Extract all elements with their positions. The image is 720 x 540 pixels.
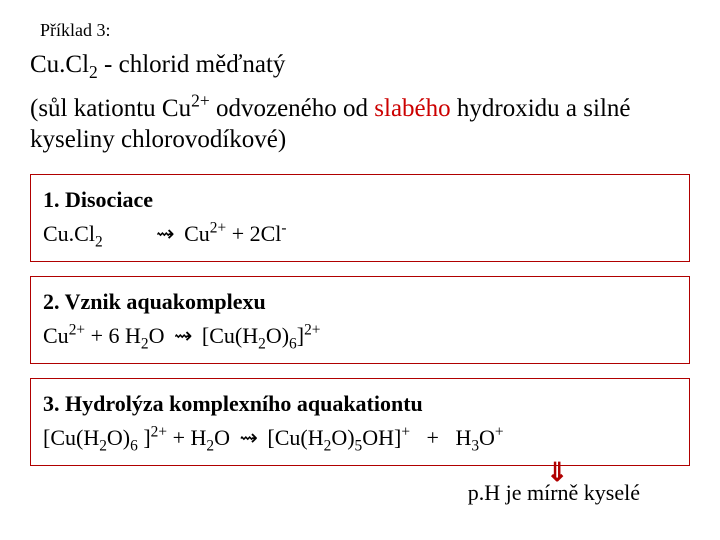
eq3-l-sup: 2+ xyxy=(151,424,167,441)
step3-equation: [Cu(H2O)6 ]2+ + H2O ⇝ [Cu(H2O)5OH]+ + H3… xyxy=(43,421,677,455)
eq3-l-o: O) xyxy=(107,425,130,450)
eq1-rhs-a-sup: 2+ xyxy=(210,219,226,236)
desc-weak: slabého xyxy=(374,95,450,122)
formula-prefix: Cu.Cl xyxy=(30,51,89,78)
step2-box: 2. Vznik aquakomplexu Cu2+ + 6 H2O ⇝ [Cu… xyxy=(30,276,690,364)
eq2-lhs-mid: + 6 H xyxy=(85,323,141,348)
step3-heading: 3. Hydrolýza komplexního aquakationtu xyxy=(43,387,677,421)
step1-box: 1. Disociace Cu.Cl2 ⇝ Cu2+ + 2Cl- xyxy=(30,174,690,262)
eq3-l-hsub: 2 xyxy=(206,437,214,454)
description: (sůl kationtu Cu2+ odvozeného od slabého… xyxy=(30,93,690,156)
eq1-rhs-a: Cu xyxy=(179,221,210,246)
eq1-rhs-b-sup: - xyxy=(281,219,286,236)
desc-pre: (sůl kationtu Cu xyxy=(30,95,191,122)
eq1-arrow: ⇝ xyxy=(152,217,178,251)
compound-name: - chlorid měďnatý xyxy=(98,51,286,78)
eq2-lhs-o: O xyxy=(149,323,170,348)
eq3-l-o2: O xyxy=(214,425,235,450)
desc-mid1: odvozeného od xyxy=(210,95,375,122)
footer-note: ⇓ p.H je mírně kyselé xyxy=(30,480,690,506)
eq3-r-hsub: 3 xyxy=(471,437,479,454)
down-arrow-icon: ⇓ xyxy=(546,460,568,486)
step3-box: 3. Hydrolýza komplexního aquakationtu [C… xyxy=(30,378,690,466)
example-label: Příklad 3: xyxy=(40,20,690,41)
step2-heading: 2. Vznik aquakomplexu xyxy=(43,285,677,319)
step2-equation: Cu2+ + 6 H2O ⇝ [Cu(H2O)6]2+ xyxy=(43,319,677,353)
eq2-rhs-pre: [Cu(H xyxy=(196,323,258,348)
desc-sup: 2+ xyxy=(191,91,210,111)
eq2-lhs-pre: Cu xyxy=(43,323,69,348)
eq3-r-plus: + H xyxy=(410,425,471,450)
eq3-r-oh: OH] xyxy=(362,425,401,450)
eq2-rhs-close: ] xyxy=(297,323,304,348)
compound-title: Cu.Cl2 - chlorid měďnatý xyxy=(30,51,690,79)
eq3-r-o2: O xyxy=(479,425,495,450)
eq2-lhs-hsub: 2 xyxy=(141,335,149,352)
step1-heading: 1. Disociace xyxy=(43,183,677,217)
eq3-arrow: ⇝ xyxy=(235,421,261,455)
eq2-arrow: ⇝ xyxy=(170,319,196,353)
eq3-l-close: ] xyxy=(138,425,151,450)
eq3-r-sup2: + xyxy=(495,424,504,441)
eq1-lhs-sub: 2 xyxy=(95,233,103,250)
eq3-r-sup: + xyxy=(401,424,410,441)
eq2-rhs-o: O) xyxy=(266,323,289,348)
eq1-lhs-pre: Cu.Cl xyxy=(43,221,95,246)
eq3-r-o: O) xyxy=(331,425,354,450)
eq3-l-sub1: 2 xyxy=(99,437,107,454)
eq3-r-pre: [Cu(H xyxy=(262,425,324,450)
eq1-gap xyxy=(103,221,153,246)
eq3-l-pre: [Cu(H xyxy=(43,425,99,450)
eq2-rhs-sup: 2+ xyxy=(304,321,320,338)
eq2-rhs-sub1: 2 xyxy=(258,335,266,352)
eq1-rhs-b: + 2Cl xyxy=(226,221,281,246)
eq3-l-sub2: 6 xyxy=(130,437,138,454)
eq3-l-plus: + H xyxy=(167,425,206,450)
step1-equation: Cu.Cl2 ⇝ Cu2+ + 2Cl- xyxy=(43,217,677,251)
eq2-rhs-sub2: 6 xyxy=(289,335,297,352)
eq2-lhs-sup: 2+ xyxy=(69,321,85,338)
formula-sub: 2 xyxy=(89,62,98,82)
